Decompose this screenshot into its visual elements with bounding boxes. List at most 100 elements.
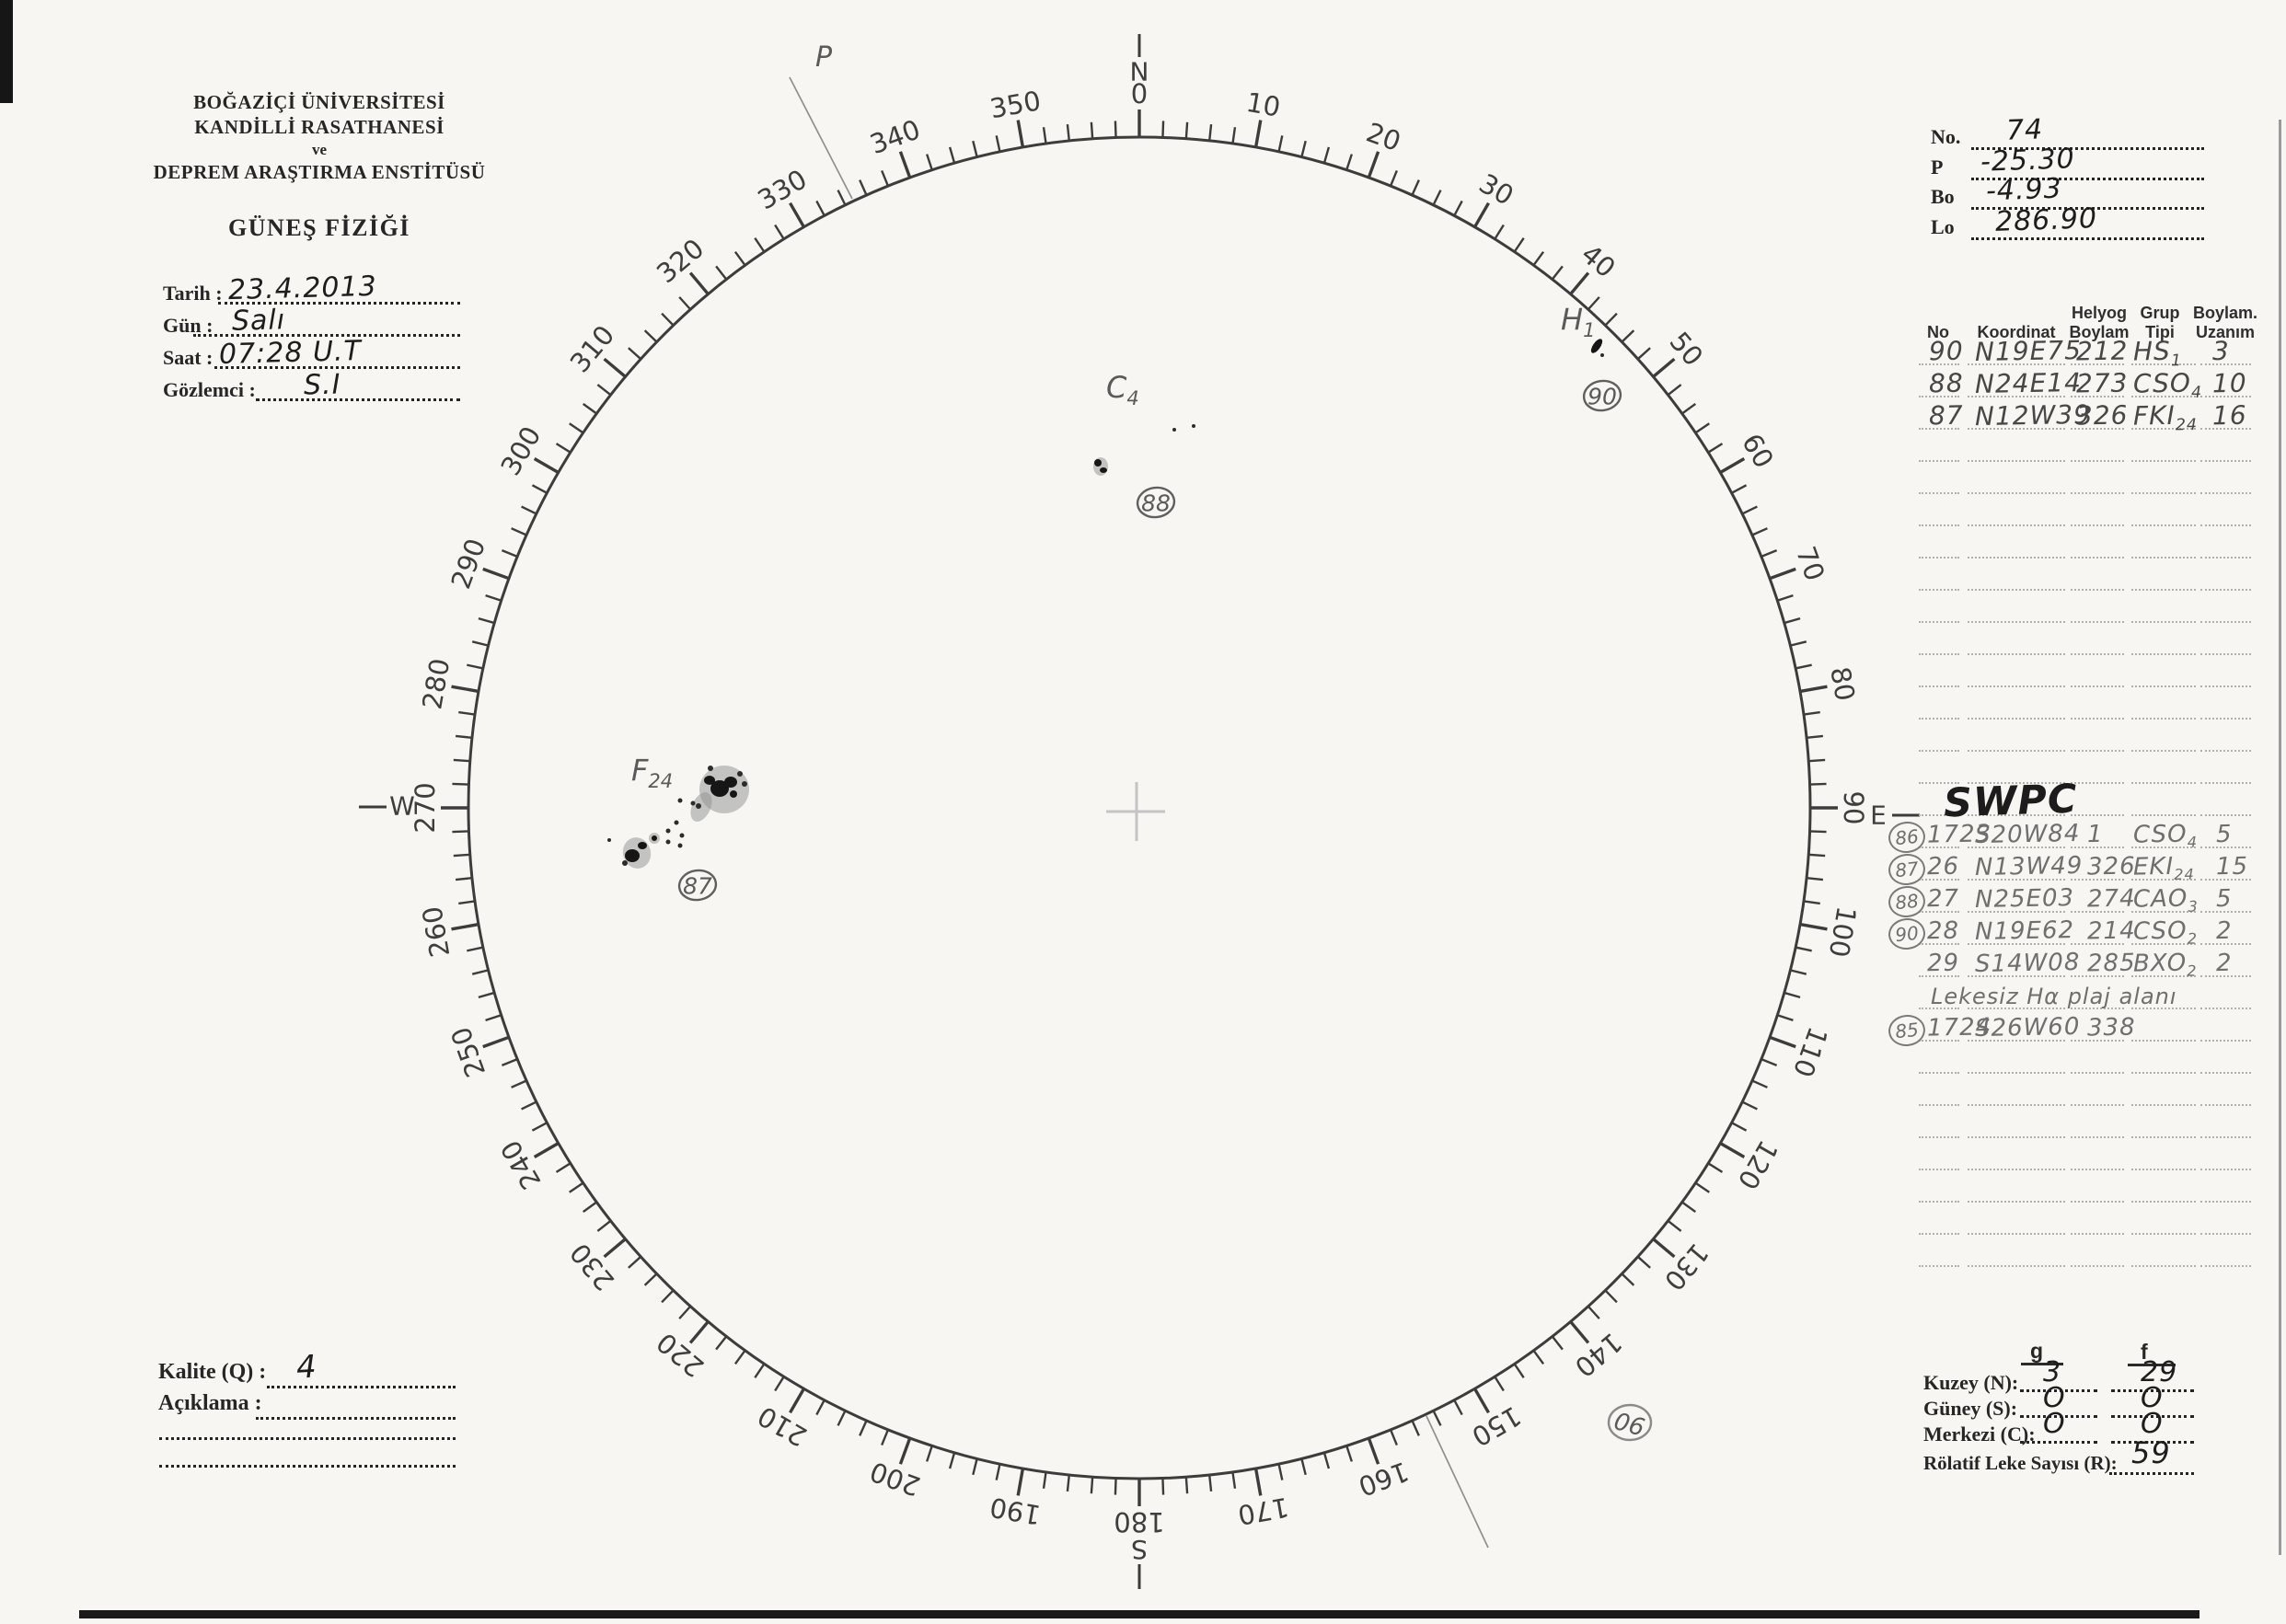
scan-artifact-bottom-bar bbox=[79, 1610, 2199, 1618]
table-row-line bbox=[2200, 363, 2251, 365]
table-row-line bbox=[2131, 943, 2196, 945]
degree-tick bbox=[452, 830, 469, 834]
degree-tick bbox=[1453, 200, 1463, 216]
swpc-cell-value: N13W49 bbox=[1974, 851, 2084, 882]
p-angle-pencil-line bbox=[789, 76, 853, 200]
degree-tick bbox=[1741, 505, 1758, 515]
swpc-cell-value: 5 bbox=[2215, 820, 2233, 849]
table-row-line bbox=[2071, 814, 2124, 816]
summary-col-header: g bbox=[2030, 1339, 2044, 1363]
table-cell-value: 16 bbox=[2211, 399, 2247, 432]
quality-label: Kalite (Q) : bbox=[158, 1360, 267, 1384]
degree-label: 210 bbox=[753, 1399, 813, 1452]
quality-value: 4 bbox=[294, 1348, 318, 1387]
table-row-line bbox=[1968, 653, 2065, 655]
degree-tick bbox=[458, 710, 476, 716]
degree-tick bbox=[1587, 296, 1600, 311]
table-row-line bbox=[2200, 943, 2251, 945]
sunspot-dot bbox=[607, 838, 611, 842]
dotted-line bbox=[2111, 1441, 2194, 1444]
degree-tick bbox=[1389, 1429, 1398, 1446]
degree-tick bbox=[1208, 123, 1213, 142]
field-label: Lo bbox=[1931, 215, 1955, 238]
dotted-line bbox=[159, 1437, 456, 1440]
degree-tick bbox=[1795, 946, 1812, 952]
table-cell-value: N19E75 bbox=[1974, 334, 2083, 368]
degree-tick bbox=[1513, 1363, 1525, 1378]
table-row-line bbox=[2131, 396, 2196, 397]
table-row-line bbox=[2131, 814, 2196, 816]
table-row-line bbox=[1919, 589, 1959, 591]
sunspot-dot bbox=[1172, 428, 1176, 432]
table-row-line bbox=[2200, 1233, 2251, 1235]
table-row-line bbox=[2131, 460, 2196, 462]
dotted-line bbox=[267, 1386, 456, 1388]
field-value: 07:28 U.T bbox=[218, 334, 363, 372]
table-row-line bbox=[2200, 1201, 2251, 1203]
degree-tick bbox=[1473, 202, 1490, 228]
degree-label: 110 bbox=[1787, 1023, 1834, 1082]
table-row-line bbox=[2200, 460, 2251, 462]
degree-tick bbox=[1090, 121, 1094, 139]
degree-tick bbox=[531, 1122, 548, 1132]
degree-tick bbox=[1761, 549, 1778, 559]
degree-tick bbox=[1322, 146, 1331, 164]
swpc-circled-number: 86 bbox=[1894, 824, 1920, 850]
degree-label: 80 bbox=[1824, 664, 1861, 703]
degree-tick bbox=[1184, 121, 1189, 139]
degree-label: 50 bbox=[1664, 326, 1710, 372]
degree-tick bbox=[628, 347, 642, 361]
scan-artifact-left-strip bbox=[0, 0, 13, 103]
table-row-line bbox=[1968, 621, 2065, 623]
degree-tick bbox=[569, 1181, 584, 1193]
degree-tick bbox=[837, 190, 847, 206]
swpc-cell-value: 27 bbox=[1926, 884, 1960, 914]
sunspot-core bbox=[1094, 459, 1102, 466]
table-row-line bbox=[1919, 1072, 1959, 1074]
table-row-line bbox=[2200, 557, 2251, 559]
degree-tick bbox=[582, 1201, 597, 1214]
degree-tick bbox=[485, 594, 502, 602]
table-row-line bbox=[1968, 1169, 2065, 1170]
table-cell-value: 3 bbox=[2211, 335, 2231, 367]
group-number: 88 bbox=[1141, 490, 1171, 517]
table-row-line bbox=[1919, 621, 1959, 623]
sunspot-dot bbox=[677, 798, 683, 803]
field-value: 74 bbox=[2005, 113, 2044, 147]
degree-tick bbox=[678, 1305, 692, 1319]
degree-tick bbox=[1808, 758, 1826, 763]
letterhead: BOĞAZİÇİ ÜNİVERSİTESİ KANDİLLİ RASATHANE… bbox=[106, 90, 533, 242]
degree-label: 330 bbox=[753, 163, 813, 215]
column-header-line: Boylam bbox=[2069, 323, 2130, 341]
table-row-line bbox=[2200, 1265, 2251, 1267]
degree-tick bbox=[1731, 484, 1748, 494]
sunspot-dot bbox=[690, 800, 696, 806]
degree-tick bbox=[1042, 127, 1047, 144]
field-label: Bo bbox=[1931, 185, 1955, 208]
table-row-line bbox=[1919, 1201, 1959, 1203]
table-row-line bbox=[2131, 911, 2196, 913]
degree-tick bbox=[1532, 1350, 1545, 1365]
swpc-cell-value: CSO2 bbox=[2132, 916, 2199, 948]
summary-col-underline bbox=[2021, 1363, 2063, 1365]
table-row-line bbox=[2200, 814, 2251, 816]
degree-tick bbox=[1751, 527, 1768, 536]
table-row-line bbox=[1919, 814, 1959, 816]
column-header-line: Koordinat bbox=[1977, 323, 2056, 341]
summary-value: 3 bbox=[2043, 1356, 2062, 1388]
degree-tick bbox=[1114, 121, 1117, 138]
degree-tick bbox=[1719, 457, 1746, 474]
swpc-cell-value: BXO2 bbox=[2132, 949, 2198, 980]
summary-col-header: f bbox=[2141, 1340, 2148, 1364]
degree-tick bbox=[1719, 1142, 1746, 1158]
table-row-line bbox=[2131, 557, 2196, 559]
aciklama-label: Açıklama : bbox=[158, 1391, 262, 1415]
degree-tick bbox=[555, 1162, 572, 1173]
degree-tick bbox=[789, 1388, 805, 1414]
swpc-cell-value: 274 bbox=[2086, 884, 2136, 914]
group-number-ring bbox=[1582, 379, 1622, 412]
degree-tick bbox=[501, 549, 518, 559]
sunspot-core bbox=[724, 777, 737, 788]
degree-tick bbox=[628, 1255, 642, 1269]
degree-tick bbox=[1569, 1320, 1590, 1344]
